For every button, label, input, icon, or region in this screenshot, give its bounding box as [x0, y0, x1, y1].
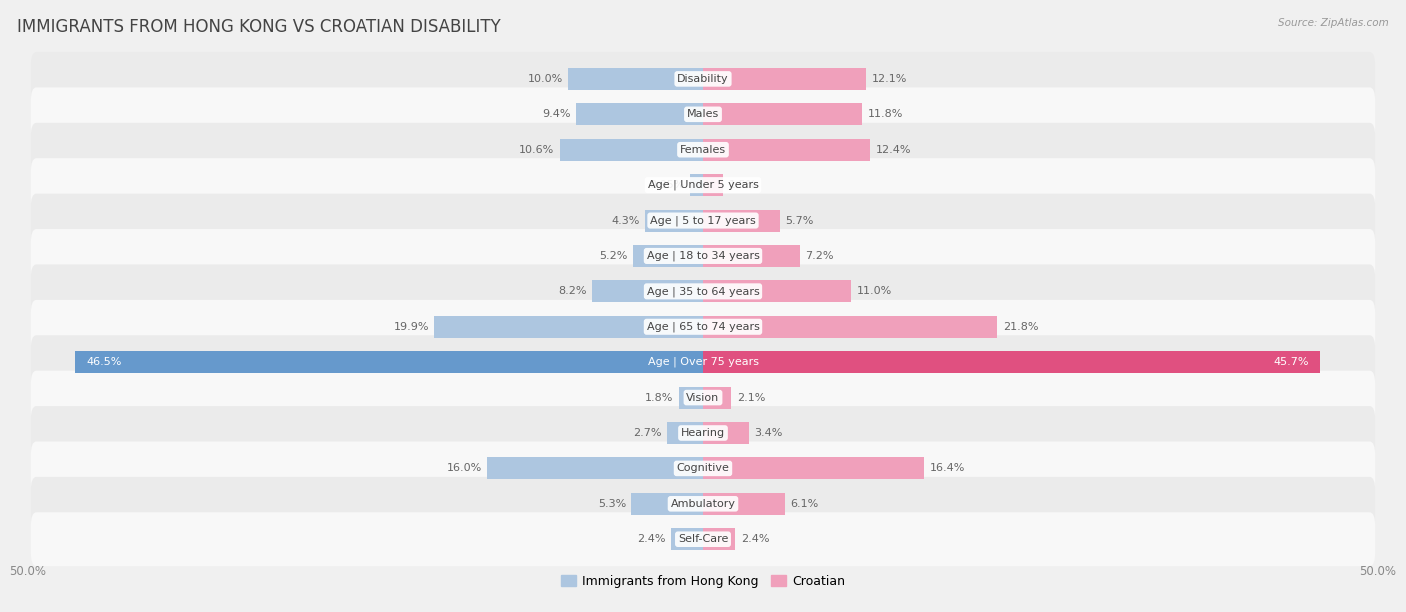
Text: 5.2%: 5.2% [599, 251, 627, 261]
Text: Source: ZipAtlas.com: Source: ZipAtlas.com [1278, 18, 1389, 28]
Text: 3.4%: 3.4% [754, 428, 783, 438]
Bar [703, 387, 731, 409]
Text: 12.4%: 12.4% [876, 144, 911, 155]
Bar [703, 528, 735, 550]
Text: Females: Females [681, 144, 725, 155]
Bar [703, 68, 866, 90]
Bar [486, 457, 703, 479]
FancyBboxPatch shape [31, 123, 1375, 177]
Bar [560, 139, 703, 161]
FancyBboxPatch shape [31, 264, 1375, 318]
FancyBboxPatch shape [31, 441, 1375, 495]
FancyBboxPatch shape [31, 335, 1375, 389]
Text: 12.1%: 12.1% [872, 74, 907, 84]
Bar [703, 316, 997, 338]
Text: 2.7%: 2.7% [633, 428, 661, 438]
Bar [666, 422, 703, 444]
Legend: Immigrants from Hong Kong, Croatian: Immigrants from Hong Kong, Croatian [555, 570, 851, 593]
Text: 2.4%: 2.4% [637, 534, 665, 544]
Bar [679, 387, 703, 409]
Text: 5.3%: 5.3% [598, 499, 626, 509]
FancyBboxPatch shape [31, 406, 1375, 460]
Text: 1.8%: 1.8% [645, 392, 673, 403]
Text: 5.7%: 5.7% [786, 215, 814, 226]
Text: 0.95%: 0.95% [650, 180, 685, 190]
Text: Age | 18 to 34 years: Age | 18 to 34 years [647, 251, 759, 261]
Text: Vision: Vision [686, 392, 720, 403]
Text: 45.7%: 45.7% [1274, 357, 1309, 367]
Text: 11.8%: 11.8% [868, 110, 903, 119]
Bar [690, 174, 703, 196]
Text: 21.8%: 21.8% [1002, 322, 1038, 332]
Text: 6.1%: 6.1% [790, 499, 818, 509]
Bar [703, 493, 786, 515]
Bar [671, 528, 703, 550]
Text: 11.0%: 11.0% [856, 286, 893, 296]
Text: Age | 5 to 17 years: Age | 5 to 17 years [650, 215, 756, 226]
Bar [703, 457, 924, 479]
Bar [703, 280, 852, 302]
Text: IMMIGRANTS FROM HONG KONG VS CROATIAN DISABILITY: IMMIGRANTS FROM HONG KONG VS CROATIAN DI… [17, 18, 501, 36]
Bar [76, 351, 703, 373]
FancyBboxPatch shape [31, 512, 1375, 566]
Text: Ambulatory: Ambulatory [671, 499, 735, 509]
Text: Males: Males [688, 110, 718, 119]
Bar [703, 351, 1320, 373]
Bar [703, 174, 723, 196]
Bar [592, 280, 703, 302]
Bar [434, 316, 703, 338]
Text: Age | Under 5 years: Age | Under 5 years [648, 180, 758, 190]
Text: 19.9%: 19.9% [394, 322, 429, 332]
Text: 46.5%: 46.5% [86, 357, 121, 367]
Text: 1.5%: 1.5% [728, 180, 756, 190]
Text: 16.4%: 16.4% [929, 463, 965, 474]
Bar [703, 422, 749, 444]
FancyBboxPatch shape [31, 371, 1375, 425]
Bar [633, 245, 703, 267]
Text: 2.4%: 2.4% [741, 534, 769, 544]
Text: Self-Care: Self-Care [678, 534, 728, 544]
Bar [645, 209, 703, 231]
Bar [703, 245, 800, 267]
FancyBboxPatch shape [31, 193, 1375, 247]
Text: 7.2%: 7.2% [806, 251, 834, 261]
Text: Age | 35 to 64 years: Age | 35 to 64 years [647, 286, 759, 297]
FancyBboxPatch shape [31, 88, 1375, 141]
FancyBboxPatch shape [31, 229, 1375, 283]
Text: Disability: Disability [678, 74, 728, 84]
FancyBboxPatch shape [31, 300, 1375, 354]
Text: 16.0%: 16.0% [446, 463, 482, 474]
Bar [631, 493, 703, 515]
Text: 2.1%: 2.1% [737, 392, 765, 403]
Bar [703, 139, 870, 161]
Text: 10.6%: 10.6% [519, 144, 554, 155]
Text: 10.0%: 10.0% [527, 74, 562, 84]
Text: 8.2%: 8.2% [558, 286, 586, 296]
Text: Hearing: Hearing [681, 428, 725, 438]
Text: 4.3%: 4.3% [612, 215, 640, 226]
Text: 9.4%: 9.4% [543, 110, 571, 119]
Text: Cognitive: Cognitive [676, 463, 730, 474]
Bar [576, 103, 703, 125]
FancyBboxPatch shape [31, 159, 1375, 212]
Text: Age | 65 to 74 years: Age | 65 to 74 years [647, 321, 759, 332]
FancyBboxPatch shape [31, 477, 1375, 531]
Bar [568, 68, 703, 90]
Text: Age | Over 75 years: Age | Over 75 years [648, 357, 758, 367]
Bar [703, 103, 862, 125]
FancyBboxPatch shape [31, 52, 1375, 106]
Bar [703, 209, 780, 231]
